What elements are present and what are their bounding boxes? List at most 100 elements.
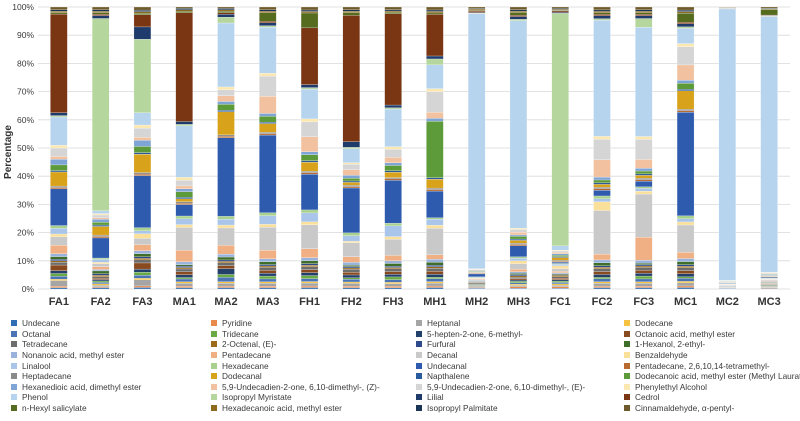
bar-segment — [551, 275, 569, 277]
bar-segment — [468, 278, 486, 280]
bar-segment — [635, 173, 653, 176]
bar-segment — [509, 15, 528, 17]
bar-segment — [300, 88, 319, 120]
bar-segment — [175, 11, 193, 13]
legend-item: Decanal — [413, 350, 621, 361]
y-axis-ticks: 0% 10% 20% 30% 40% 50% 60% 70% 80% 90% 100% — [12, 2, 34, 294]
bar-segment — [175, 8, 193, 10]
legend-item: Pentadecane — [208, 350, 413, 361]
bar-segment — [217, 11, 235, 13]
bar-segment — [133, 6, 152, 11]
bar-segment — [342, 187, 360, 234]
bar-segment — [426, 187, 444, 190]
bar-segment — [551, 245, 569, 251]
bar-segment — [217, 227, 235, 246]
bar-segment — [217, 9, 235, 12]
legend-label: Phenol — [22, 392, 48, 403]
bar-segment — [468, 283, 486, 285]
bar-segment — [175, 286, 193, 288]
bar-segment — [676, 110, 695, 113]
bar-segment — [92, 263, 110, 267]
bar-segment — [551, 9, 569, 12]
y-tick-label: 10% — [17, 256, 34, 266]
bar-segment — [342, 232, 360, 236]
bar-segment — [300, 281, 319, 284]
bar-segment — [384, 286, 402, 288]
bar-segment — [676, 80, 695, 84]
legend-swatch — [11, 320, 17, 327]
bar-segment — [384, 180, 402, 224]
bar-segment — [133, 272, 152, 276]
bar-segment — [133, 39, 152, 113]
bar-segment — [175, 250, 193, 262]
bar-segment — [509, 232, 528, 236]
legend-item: Isopropyl Palmitate — [413, 403, 621, 414]
bar-segment — [133, 146, 152, 153]
bar-segment — [384, 236, 402, 240]
legend-item: Undecane — [8, 318, 208, 329]
bar-segment — [300, 282, 319, 287]
legend-item: Phenol — [8, 392, 208, 403]
bar-segment — [342, 9, 360, 12]
bar-segment — [92, 210, 110, 214]
bar-segment — [384, 9, 402, 12]
bar-segment — [635, 186, 653, 189]
bar-segment — [259, 258, 277, 262]
y-tick-label: 20% — [17, 228, 34, 238]
bar-segment — [509, 234, 528, 237]
bar-segment — [50, 185, 68, 188]
legend-item: Tetradecane — [8, 339, 208, 350]
legend-item: Hexadecane — [208, 360, 413, 371]
legend-swatch — [211, 352, 217, 359]
bar-segment — [676, 22, 695, 24]
bar-segment — [551, 279, 569, 282]
bar-segment — [50, 12, 68, 15]
bar-segment — [92, 259, 110, 263]
bar-stack-fa3 — [133, 6, 152, 290]
bar-segment — [92, 214, 110, 218]
bar-segment — [509, 273, 528, 275]
bar-segment — [217, 22, 235, 88]
bar-segment — [593, 14, 611, 16]
legend-item: Phenylethyl Alcohol — [621, 382, 800, 393]
bar-segment — [259, 116, 277, 123]
bar-segment — [551, 285, 569, 287]
bar-segment — [175, 124, 193, 126]
bar-segment — [384, 282, 402, 284]
bar-segment — [342, 147, 360, 149]
bar-segment — [175, 197, 193, 199]
bar-segment — [509, 278, 528, 281]
bar-segment — [217, 110, 235, 112]
bar-segment — [92, 273, 110, 276]
bar-segment — [384, 266, 402, 268]
bar-segment — [50, 287, 68, 290]
bar-segment — [342, 242, 360, 257]
bar-segment — [676, 109, 695, 111]
bar-segment — [593, 253, 611, 261]
bar-segment — [217, 136, 235, 138]
bar-segment — [342, 148, 360, 163]
bar-segment — [551, 286, 569, 289]
legend-swatch — [416, 352, 422, 359]
bar-segment — [551, 268, 569, 272]
bar-segment — [300, 285, 319, 288]
bar-segment — [593, 18, 611, 21]
bar-segment — [676, 23, 695, 27]
bar-segment — [676, 224, 695, 253]
bar-segment — [92, 262, 110, 264]
legend-swatch — [11, 394, 17, 401]
bar-segment — [217, 245, 235, 255]
bar-segment — [217, 281, 235, 284]
bar-segment — [426, 225, 444, 229]
bar-segment — [384, 157, 402, 163]
bar-segment — [635, 283, 653, 287]
bar-segment — [175, 268, 193, 272]
bar-segment — [384, 170, 402, 173]
bar-segment — [259, 224, 277, 228]
bar-segment — [300, 154, 319, 161]
y-tick-label: 0% — [22, 284, 35, 294]
bar-segment — [342, 185, 360, 187]
bar-segment — [384, 107, 402, 110]
bar-segment — [92, 285, 110, 287]
bar-segment — [676, 278, 695, 282]
